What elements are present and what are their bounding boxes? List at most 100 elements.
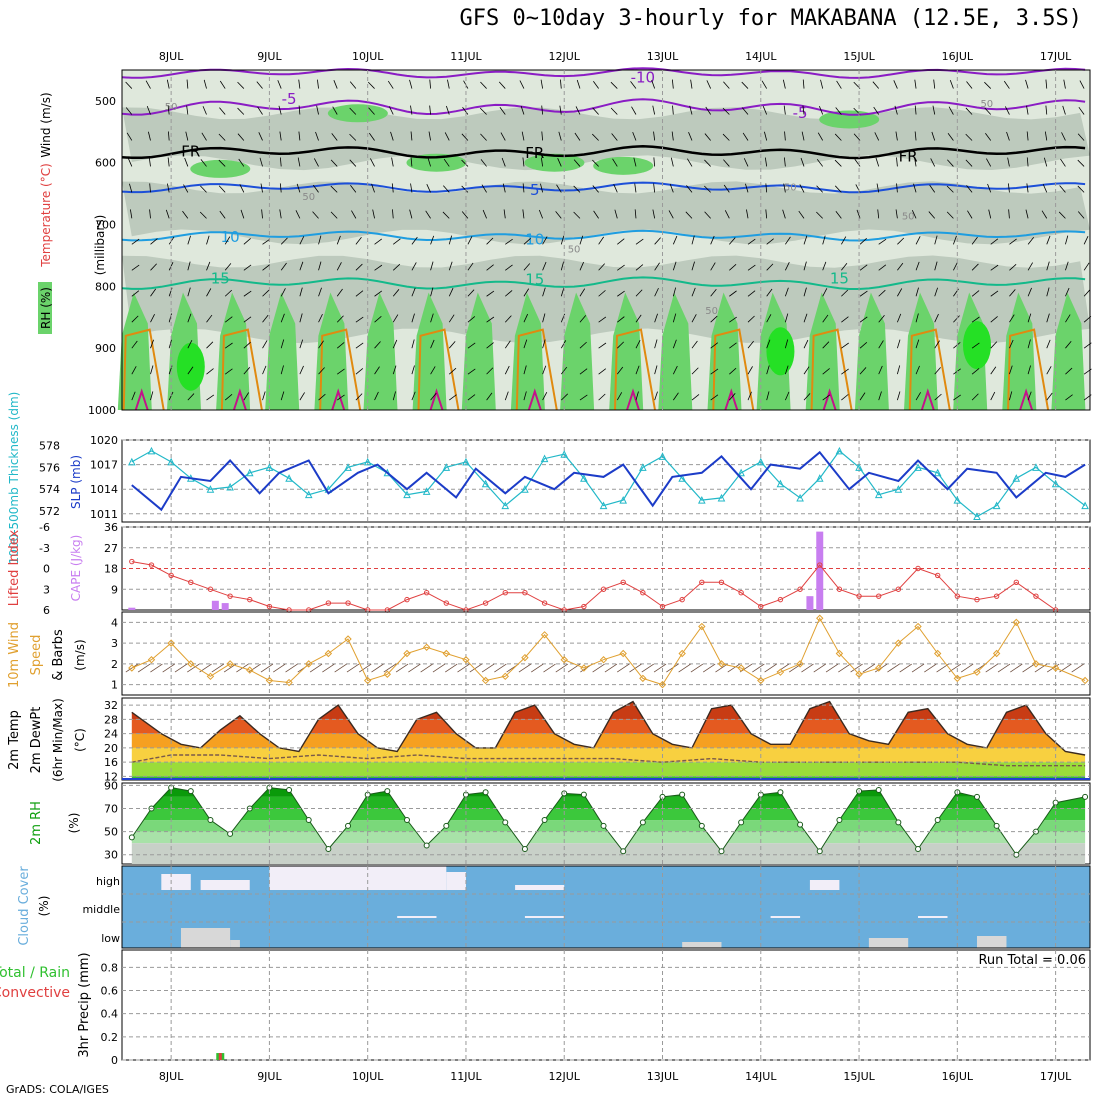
rh-contour-label: 50 [980,99,993,110]
wind-barb [336,235,341,245]
wind-barb [949,79,954,89]
wind-barb [691,314,697,323]
wind-barb [411,391,416,401]
wind-barb [243,392,250,401]
wind10m-barb [260,663,274,673]
wind-barb [262,264,270,271]
wind-barb [729,290,737,297]
lifted-index-point [1033,593,1039,599]
wind-barb [723,159,730,167]
wind-barb [392,289,400,297]
wind-barb [392,365,397,375]
wind10m-barb [1022,663,1035,673]
temp-contour-25 [429,388,444,411]
thickness-point [894,485,903,493]
wind-barb [579,368,588,375]
wind-barb [237,107,245,115]
wind-barb [481,184,487,193]
wind-barb [668,210,674,219]
lifted-index-point [482,600,489,606]
pressure-tick: 500 [95,95,116,108]
wind-barb [168,313,172,323]
wind-barb [541,105,544,115]
wind-barb [971,236,978,245]
wind-barb [872,81,880,89]
wind-barb [1009,365,1013,375]
wind10m-barb [543,663,556,673]
wind10m-tick: 3 [111,637,118,650]
wind-barb [1027,313,1032,323]
wind-barb [199,211,207,219]
wind-barb [1065,287,1070,297]
wind10m-point [265,676,274,685]
wind-barb [710,315,718,323]
thickness-point [403,490,411,499]
cape-bar [211,600,219,610]
lifted-index-point [758,603,764,610]
wind-barb [299,261,304,271]
wind-barb [243,316,252,323]
precip-tick: 0 [111,1054,118,1067]
lifted-index-tick: -3 [39,542,50,555]
thickness-tick: 576 [39,461,60,474]
wind-barb [894,105,898,115]
run-total: Run Total = 0.06 [978,953,1086,968]
wind-barb [467,262,474,271]
wind10m-point [383,670,392,678]
cloud-high-bar [809,880,840,890]
wind-barb [1046,366,1052,375]
wind-barb [822,341,830,349]
temp-contour-20 [908,328,951,411]
thickness-point [953,496,962,504]
rh-green-plume [658,292,693,410]
wind-barb [409,79,413,89]
wind-barb [480,133,487,141]
wind-barb [816,159,824,167]
wind-barb [635,264,644,271]
wind10m-point [285,678,293,687]
thickness-point [226,482,234,491]
wind-barb [822,394,831,401]
wind-barb [687,158,693,167]
wind-barb [559,105,562,115]
wind-barb [318,367,325,375]
wind10m-unit: (m/s) [73,639,87,670]
wind-barb [878,238,887,245]
wind-barb [990,366,997,375]
wind-barb [445,105,450,115]
wind10m-point [639,674,647,683]
contour-label: FR [525,144,544,162]
wind10m-point [187,660,195,668]
wind-barb [238,158,245,167]
rh2m-fill-band [131,843,1086,864]
wind10m-point [737,664,745,672]
wind-barb [653,157,656,167]
wind-barb [125,81,133,89]
wind10m-point [462,656,470,664]
wind-barb [186,79,189,89]
cape-tick: 27 [104,542,118,555]
slp-axis-label: SLP (mb) [69,455,83,509]
wind-profile-frame [121,69,1091,411]
cloud-mid-bar [770,916,801,918]
wind-barb [1026,157,1029,167]
wind-barb [691,261,695,271]
lifted-index-point [266,603,273,610]
wind10m-frame [121,611,1091,696]
wind-barb [1065,367,1073,375]
wind-barb [765,209,768,219]
wind-barb [336,394,345,401]
rh2m-point [679,791,686,798]
wind10m-barb [383,663,397,673]
wind-barb [1026,183,1029,193]
wind-barb [948,106,954,115]
rh2m-point [541,817,548,824]
wind-barb [1027,391,1032,401]
wind-barb [298,131,301,141]
wind-barb [504,365,510,375]
wind-barb [747,315,755,323]
wind-barb [686,185,693,193]
wind-barb [579,261,585,271]
wind-barb [426,184,431,193]
